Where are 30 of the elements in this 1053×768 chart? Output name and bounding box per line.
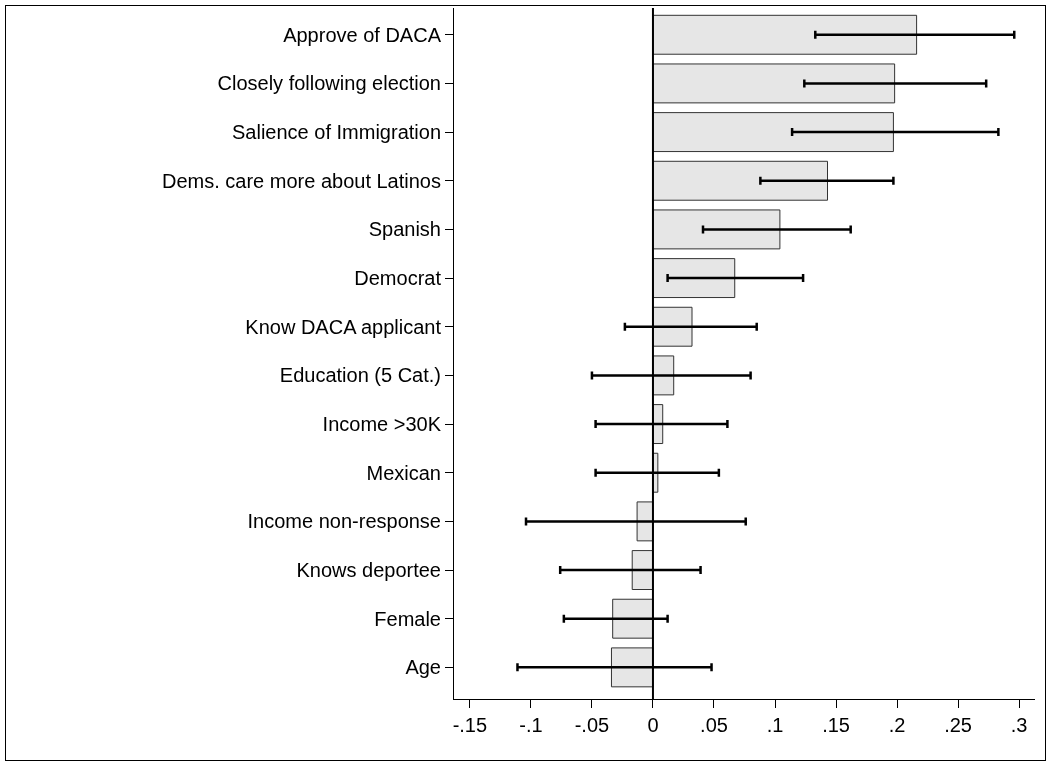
y-tick-label: Salience of Immigration: [232, 121, 441, 144]
bar: [652, 258, 736, 299]
y-tick-label: Closely following election: [217, 72, 441, 95]
y-tick-label: Approve of DACA: [283, 23, 442, 46]
bar: [652, 160, 828, 201]
y-tick-label: Education (5 Cat.): [279, 364, 441, 387]
y-tick-label: Dems. care more about Latinos: [161, 169, 441, 192]
x-tick-label: .05: [700, 714, 728, 736]
x-tick-label: .15: [822, 714, 850, 736]
y-tick-label: Mexican: [366, 461, 441, 484]
x-tick-label: .1: [766, 714, 784, 736]
y-tick-label: Income non-response: [247, 510, 441, 533]
x-tick-label: .3: [1010, 714, 1028, 736]
y-tick-label: Knows deportee: [296, 559, 441, 582]
bar: [652, 112, 894, 153]
bar: [652, 209, 781, 250]
bar: [652, 14, 918, 55]
x-tick-label: 0: [647, 714, 659, 736]
x-tick-label: -.1: [519, 714, 543, 736]
bar: [652, 63, 896, 104]
y-tick-label: Age: [405, 656, 441, 679]
y-tick-label: Democrat: [354, 267, 442, 290]
x-tick-label: -.05: [574, 714, 610, 736]
x-tick-label: .2: [888, 714, 906, 736]
y-tick-label: Female: [374, 607, 441, 630]
x-tick-label: .25: [944, 714, 973, 736]
y-tick-label: Income >30K: [322, 413, 442, 436]
y-tick-label: Spanish: [368, 218, 441, 241]
y-tick-label: Know DACA applicant: [245, 315, 442, 338]
x-tick-label: -.15: [452, 714, 488, 736]
